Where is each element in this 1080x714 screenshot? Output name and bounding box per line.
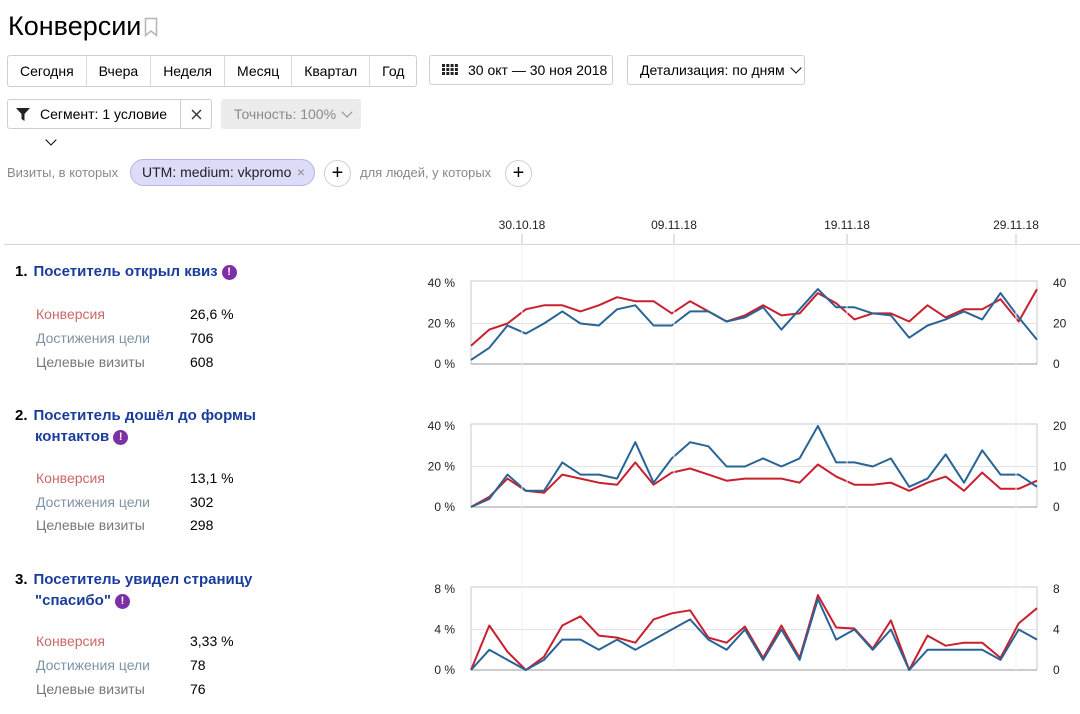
close-icon bbox=[191, 109, 202, 120]
goal-1-visits: 608 bbox=[190, 354, 214, 370]
chart-frame bbox=[471, 280, 1038, 364]
achievements-label: Достижения цели bbox=[36, 494, 151, 510]
period-yesterday-button[interactable]: Вчера bbox=[87, 56, 152, 86]
visits-series-line bbox=[470, 598, 1038, 671]
accuracy-label: Точность: 100% bbox=[234, 106, 337, 122]
utm-filter-label: UTM: medium: vkpromo bbox=[142, 164, 292, 180]
goal-1-title-line-1: Посетитель открыл квиз bbox=[33, 263, 218, 280]
right-axis-label: 10 bbox=[1053, 460, 1067, 474]
visits-label: Целевые визиты bbox=[36, 681, 145, 697]
left-axis-label: 20 % bbox=[428, 460, 456, 474]
period-month-button[interactable]: Месяц bbox=[225, 56, 293, 86]
segment-clear-button[interactable] bbox=[180, 99, 212, 129]
accuracy-dropdown[interactable]: Точность: 100% bbox=[221, 99, 361, 129]
left-axis-label: 20 % bbox=[428, 317, 456, 331]
chart-frame bbox=[471, 423, 1038, 507]
goal-info-icon[interactable]: ! bbox=[114, 594, 130, 609]
conversion-label: Конверсия bbox=[36, 633, 105, 649]
achievements-label: Достижения цели bbox=[36, 657, 151, 673]
goal-1-achievements: 706 bbox=[190, 330, 214, 346]
goal-1-conversion: 26,6 % bbox=[190, 306, 234, 322]
period-year-button[interactable]: Год bbox=[382, 63, 405, 79]
goal-2-conversion: 13,1 % bbox=[190, 470, 234, 486]
detail-label: Детализация: по дням bbox=[640, 62, 785, 78]
x-tick-label: 30.10.18 bbox=[499, 218, 546, 232]
right-axis-label: 4 bbox=[1053, 623, 1060, 637]
period-today-button[interactable]: Сегодня bbox=[8, 56, 87, 86]
utm-filter-chip[interactable]: UTM: medium: vkpromo × bbox=[130, 159, 315, 186]
goal-2-title-line-2: контактов bbox=[35, 428, 110, 445]
goal-2-title-line-1: Посетитель дошёл до формы bbox=[33, 407, 256, 424]
goal-3-visits: 76 bbox=[190, 681, 206, 697]
period-quarter-button[interactable]: Квартал bbox=[292, 56, 371, 86]
goal-1-number: 1. bbox=[15, 263, 28, 280]
conversion-series-line bbox=[470, 461, 1038, 508]
x-tick-label: 29.11.18 bbox=[993, 218, 1039, 232]
left-axis-label: 0 % bbox=[434, 357, 455, 371]
add-visit-condition-button[interactable]: + bbox=[324, 160, 351, 187]
conversion-series-line bbox=[470, 288, 1038, 347]
goal-3-title-line-1: Посетитель увидел страницу bbox=[33, 571, 253, 588]
people-filter-label: для людей, у которых bbox=[360, 165, 492, 180]
right-axis-label: 0 bbox=[1053, 357, 1060, 371]
goal-2-achievements: 302 bbox=[190, 494, 214, 510]
goal-2-number: 2. bbox=[15, 407, 28, 424]
visits-label: Целевые визиты bbox=[36, 354, 145, 370]
right-axis-label: 0 bbox=[1053, 663, 1060, 677]
goal-3-title[interactable]: 3. Посетитель увидел страницу "спасибо"! bbox=[15, 569, 315, 611]
left-axis-label: 40 % bbox=[428, 276, 456, 290]
conversion-label: Конверсия bbox=[36, 470, 105, 486]
conversion-label: Конверсия bbox=[36, 306, 105, 322]
right-axis-label: 20 bbox=[1053, 317, 1067, 331]
period-week-button[interactable]: Неделя bbox=[151, 56, 226, 86]
right-axis-label: 0 bbox=[1053, 500, 1060, 514]
period-selector: Сегодня Вчера Неделя Месяц Квартал Год bbox=[7, 55, 418, 87]
goal-3-title-line-2: "спасибо" bbox=[35, 592, 111, 609]
visits-series-line bbox=[470, 288, 1038, 361]
divider bbox=[4, 244, 1080, 245]
bookmark-icon[interactable] bbox=[144, 17, 158, 37]
goal-2-title[interactable]: 2. Посетитель дошёл до формы контактов! bbox=[15, 405, 315, 447]
goal-2-visits: 298 bbox=[190, 517, 214, 533]
goal-3-achievements: 78 bbox=[190, 657, 206, 673]
date-range-button[interactable]: 30 окт — 30 ноя 2018 bbox=[429, 55, 613, 85]
chart-frame bbox=[471, 586, 1038, 670]
page-title: Конверсии bbox=[8, 11, 142, 41]
goal-1-title[interactable]: 1. Посетитель открыл квиз! bbox=[15, 261, 315, 282]
goal-info-icon[interactable]: ! bbox=[221, 265, 237, 280]
x-tick-label: 19.11.18 bbox=[824, 218, 870, 232]
left-axis-label: 0 % bbox=[434, 500, 455, 514]
remove-chip-icon[interactable]: × bbox=[296, 164, 305, 180]
left-axis-label: 40 % bbox=[428, 419, 456, 433]
date-range-label: 30 окт — 30 ноя 2018 bbox=[468, 62, 608, 78]
right-axis-label: 40 bbox=[1053, 276, 1067, 290]
visits-filter-label: Визиты, в которых bbox=[7, 165, 119, 180]
visits-label: Целевые визиты bbox=[36, 517, 145, 533]
filter-icon bbox=[16, 108, 30, 121]
goal-info-icon[interactable]: ! bbox=[113, 430, 129, 445]
segment-label: Сегмент: 1 условие bbox=[40, 106, 168, 122]
goal-3-number: 3. bbox=[15, 571, 28, 588]
left-axis-label: 8 % bbox=[434, 582, 455, 596]
right-axis-label: 20 bbox=[1053, 419, 1067, 433]
left-axis-label: 4 % bbox=[434, 623, 455, 637]
right-axis-label: 8 bbox=[1053, 582, 1060, 596]
left-axis-label: 0 % bbox=[434, 663, 455, 677]
visits-series-line bbox=[470, 425, 1038, 508]
x-tick-label: 09.11.18 bbox=[651, 218, 697, 232]
conversion-series-line bbox=[470, 594, 1038, 671]
calendar-icon bbox=[442, 64, 458, 75]
goal-3-conversion: 3,33 % bbox=[190, 633, 234, 649]
segment-dropdown[interactable]: Сегмент: 1 условие bbox=[7, 99, 181, 146]
add-people-condition-button[interactable]: + bbox=[505, 160, 532, 187]
detail-dropdown[interactable]: Детализация: по дням bbox=[627, 55, 805, 85]
achievements-label: Достижения цели bbox=[36, 330, 151, 346]
